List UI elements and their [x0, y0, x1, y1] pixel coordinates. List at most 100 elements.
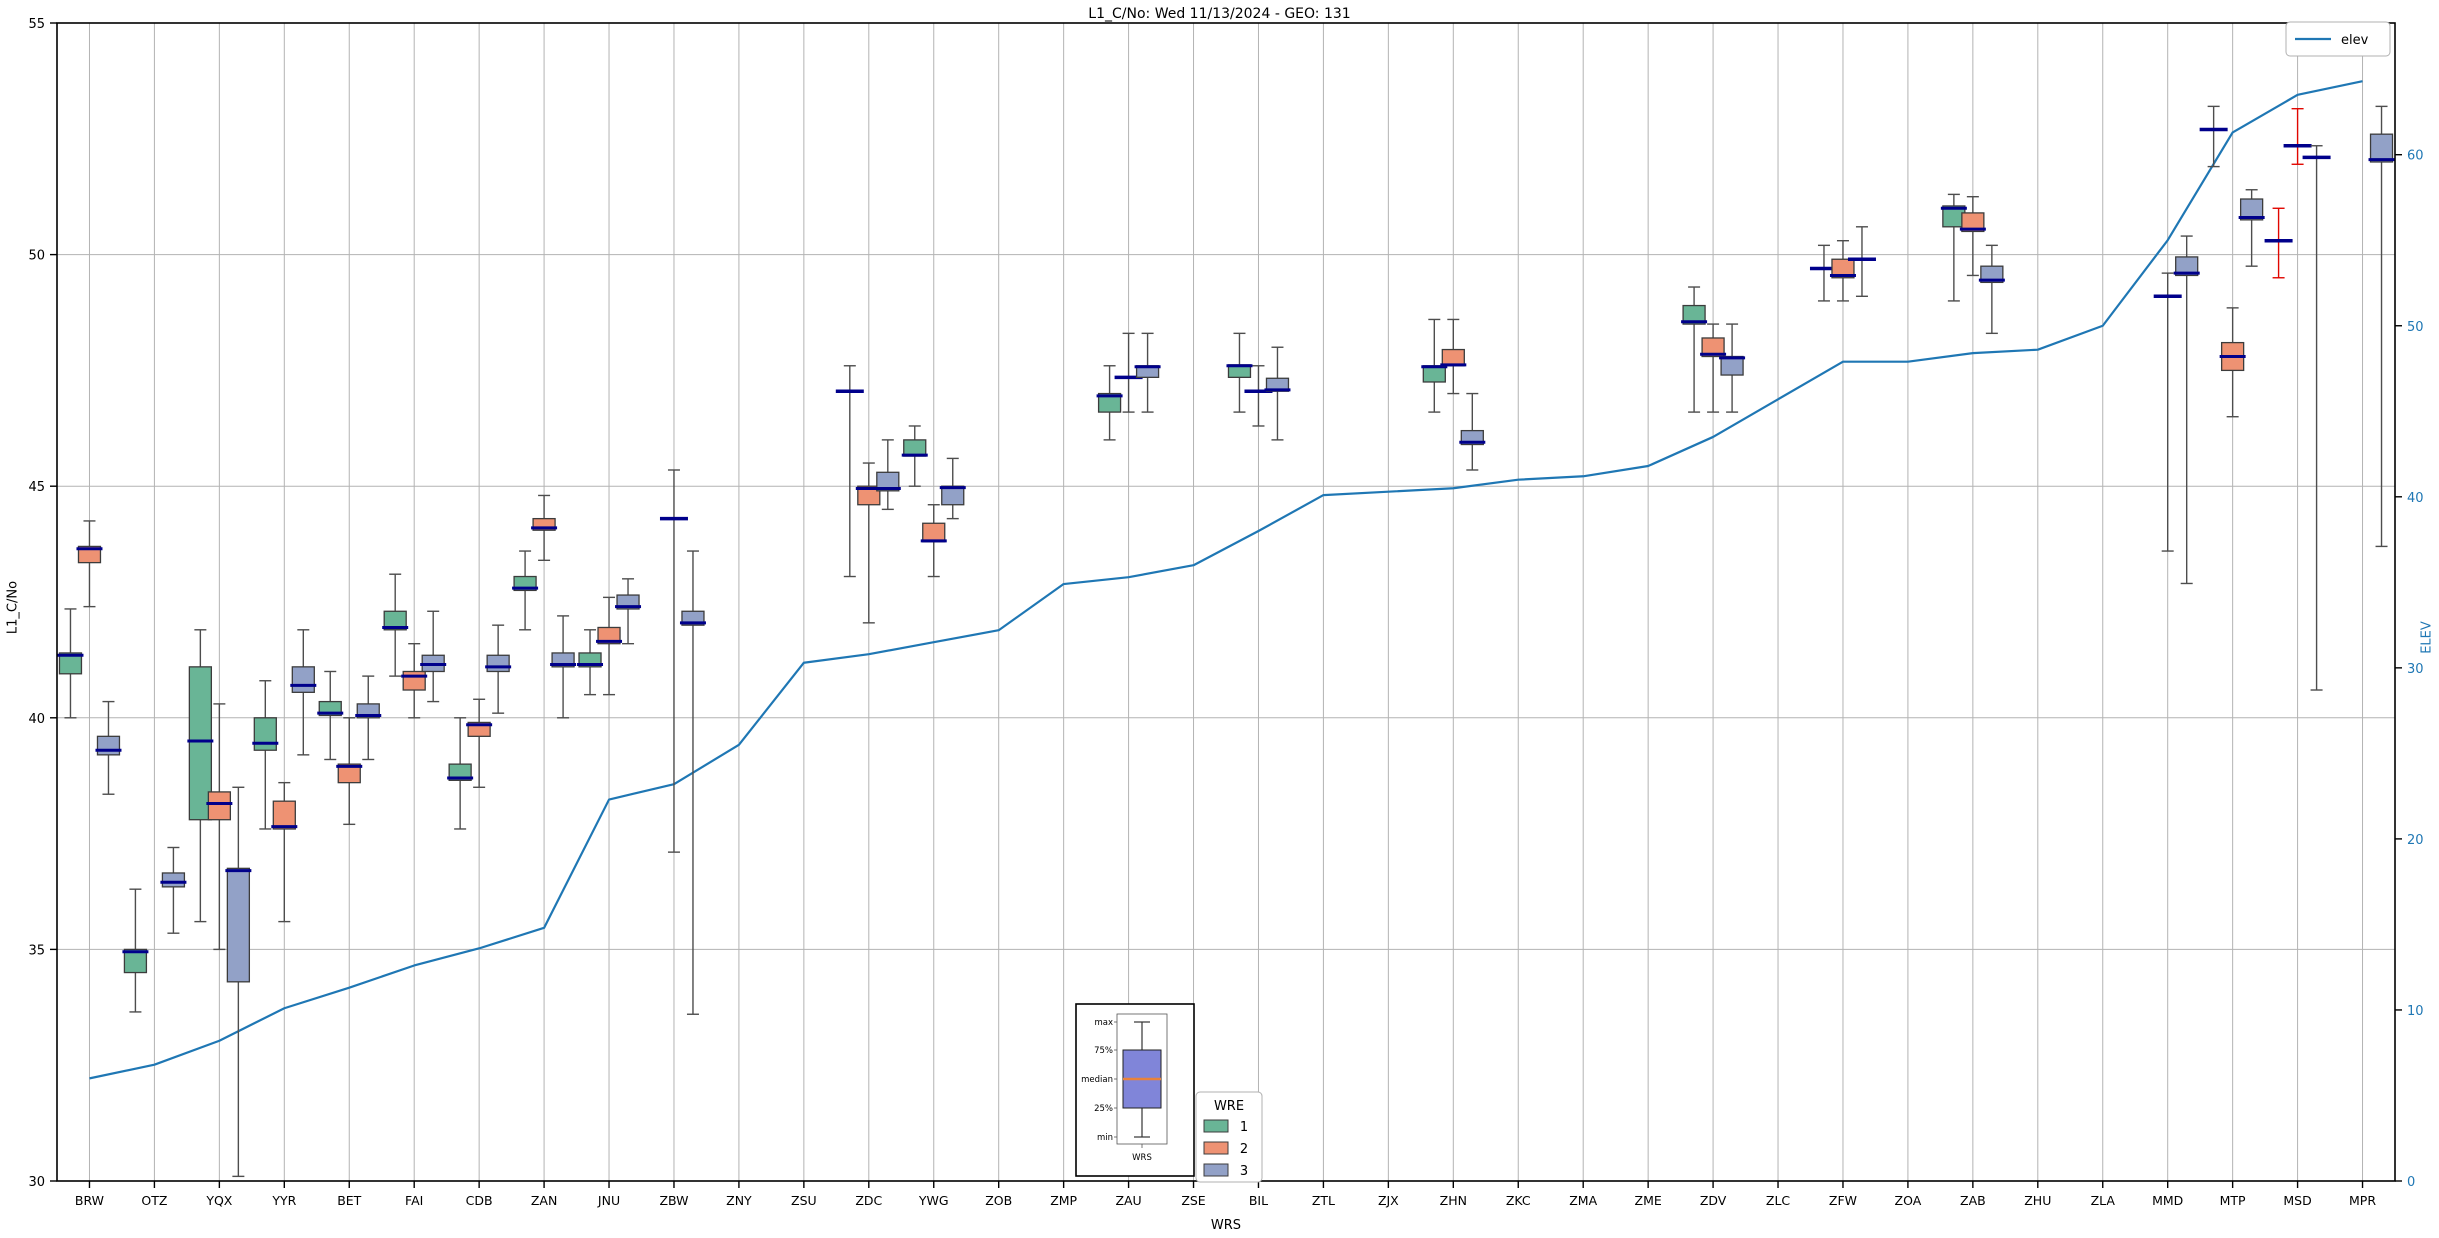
tick-label-x-ZSE: ZSE: [1181, 1193, 1205, 1208]
tick-label-x-YQX: YQX: [205, 1193, 232, 1208]
box-ZDC-wre2: [857, 485, 881, 506]
wre-legend-label-3: 3: [1240, 1164, 1248, 1179]
tick-label-x-MMD: MMD: [2152, 1193, 2183, 1208]
tick-label-x-YWG: YWG: [918, 1193, 949, 1208]
chart-title: L1_C/No: Wed 11/13/2024 - GEO: 131: [1088, 6, 1351, 22]
wre-legend-box: [1195, 1091, 1263, 1183]
box-ZDV-wre1: [1682, 304, 1706, 325]
tick-label-x-ZOA: ZOA: [1895, 1193, 1922, 1208]
tick-label-x-ZSU: ZSU: [791, 1193, 817, 1208]
tick-label-x-OTZ: OTZ: [141, 1193, 167, 1208]
tick-label-y-right-20: 20: [2407, 833, 2424, 848]
tick-label-x-BRW: BRW: [75, 1193, 104, 1208]
box-MMD-wre3: [2175, 256, 2199, 277]
tick-label-x-ZMP: ZMP: [1050, 1193, 1077, 1208]
tick-label-y-left-30: 30: [28, 1175, 45, 1190]
inset-key-label-p25: 25%: [1094, 1104, 1113, 1114]
tick-label-x-ZLC: ZLC: [1766, 1193, 1791, 1208]
box-YQX-wre3: [226, 867, 251, 983]
box-YWG-wre2: [922, 522, 946, 543]
tick-label-y-left-35: 35: [28, 943, 45, 958]
box-YYR-wre2: [272, 800, 296, 830]
box-YYR-wre1: [253, 717, 277, 751]
box-CDB-wre3: [486, 654, 510, 673]
box-ZFW-wre2: [1831, 258, 1855, 279]
box-FAI-wre2: [402, 670, 426, 691]
tick-label-x-ZDC: ZDC: [855, 1193, 882, 1208]
box-OTZ-wre1: [123, 948, 148, 974]
inset-key-label-min: min: [1097, 1133, 1113, 1143]
tick-label-x-ZME: ZME: [1635, 1193, 1662, 1208]
box-ZAB-wre2: [1961, 212, 1985, 233]
box-YQX-wre1: [188, 666, 213, 821]
tick-label-x-ZAU: ZAU: [1115, 1193, 1141, 1208]
box-JNU-wre2: [597, 626, 621, 645]
box-BRW-wre3: [96, 735, 121, 756]
box-OTZ-wre3: [161, 872, 186, 888]
box-ZHN-wre2: [1441, 348, 1465, 367]
tick-label-x-ZAB: ZAB: [1960, 1193, 1986, 1208]
inset-key-label-median: median: [1081, 1075, 1113, 1085]
tick-label-x-CDB: CDB: [466, 1193, 493, 1208]
tick-label-x-ZHN: ZHN: [1440, 1193, 1467, 1208]
tick-label-y-left-50: 50: [28, 249, 45, 264]
tick-label-x-BIL: BIL: [1249, 1193, 1268, 1208]
inset-key-label-p75: 75%: [1094, 1046, 1113, 1056]
wre-legend-title: WRE: [1214, 1099, 1244, 1114]
wre-legend-swatch-1: [1203, 1119, 1229, 1133]
axes-background: [57, 23, 2395, 1181]
box-BET-wre2: [337, 763, 361, 784]
tick-label-x-ZMA: ZMA: [1569, 1193, 1597, 1208]
box-ZDV-wre2: [1701, 337, 1725, 358]
tick-label-y-left-55: 55: [28, 17, 45, 32]
tick-label-x-ZBW: ZBW: [659, 1193, 688, 1208]
wre-legend-label-2: 2: [1240, 1142, 1248, 1157]
tick-label-x-ZKC: ZKC: [1506, 1193, 1531, 1208]
elev-legend-label: elev: [2341, 33, 2369, 48]
box-BRW-wre2: [77, 545, 102, 564]
inset-key-xlabel: WRS: [1132, 1153, 1152, 1163]
wre-legend-swatch-2: [1203, 1141, 1229, 1155]
box-YWG-wre1: [903, 439, 927, 457]
elev-legend-box: [2285, 21, 2391, 57]
tick-label-x-ZDV: ZDV: [1700, 1193, 1727, 1208]
tick-label-y-right-40: 40: [2407, 491, 2424, 506]
box-BRW-wre1: [58, 652, 83, 675]
elev-line: [89, 80, 2363, 1080]
tick-label-x-BET: BET: [337, 1193, 361, 1208]
tick-label-x-ZAN: ZAN: [531, 1193, 557, 1208]
inset-key-label-max: max: [1094, 1018, 1113, 1028]
tick-label-x-ZHU: ZHU: [2024, 1193, 2051, 1208]
box-FAI-wre1: [383, 610, 407, 631]
tick-label-y-right-30: 30: [2407, 662, 2424, 677]
tick-label-x-ZLA: ZLA: [2091, 1193, 2116, 1208]
tick-label-x-MTP: MTP: [2220, 1193, 2246, 1208]
box-ZHN-wre1: [1422, 365, 1446, 383]
box-MTP-wre3: [2239, 198, 2264, 221]
tick-label-y-right-50: 50: [2407, 320, 2424, 335]
box-YQX-wre2: [207, 791, 232, 821]
tick-label-x-FAI: FAI: [405, 1193, 423, 1208]
tick-label-y-left-40: 40: [28, 712, 45, 727]
tick-label-x-MSD: MSD: [2283, 1193, 2311, 1208]
box-MPR-wre3: [2369, 133, 2394, 163]
x-axis-label: WRS: [1210, 1218, 1242, 1233]
box-ZAB-wre3: [1980, 265, 2004, 284]
wre-legend-swatch-3: [1203, 1163, 1229, 1177]
tick-label-x-ZJX: ZJX: [1378, 1193, 1399, 1208]
box-ZDC-wre3: [876, 471, 900, 492]
tick-label-x-ZTL: ZTL: [1312, 1193, 1335, 1208]
tick-label-x-YYR: YYR: [271, 1193, 296, 1208]
tick-label-y-right-0: 0: [2407, 1175, 2415, 1190]
box-ZAU-wre1: [1097, 392, 1122, 413]
wre-legend-label-1: 1: [1240, 1120, 1248, 1135]
box-CDB-wre1: [448, 763, 472, 781]
tick-label-x-ZOB: ZOB: [985, 1193, 1012, 1208]
tick-label-x-MPR: MPR: [2349, 1193, 2376, 1208]
tick-label-y-left-45: 45: [28, 480, 45, 495]
tick-label-x-ZNY: ZNY: [726, 1193, 752, 1208]
tick-label-x-ZFW: ZFW: [1829, 1193, 1857, 1208]
box-YYR-wre3: [291, 666, 315, 693]
